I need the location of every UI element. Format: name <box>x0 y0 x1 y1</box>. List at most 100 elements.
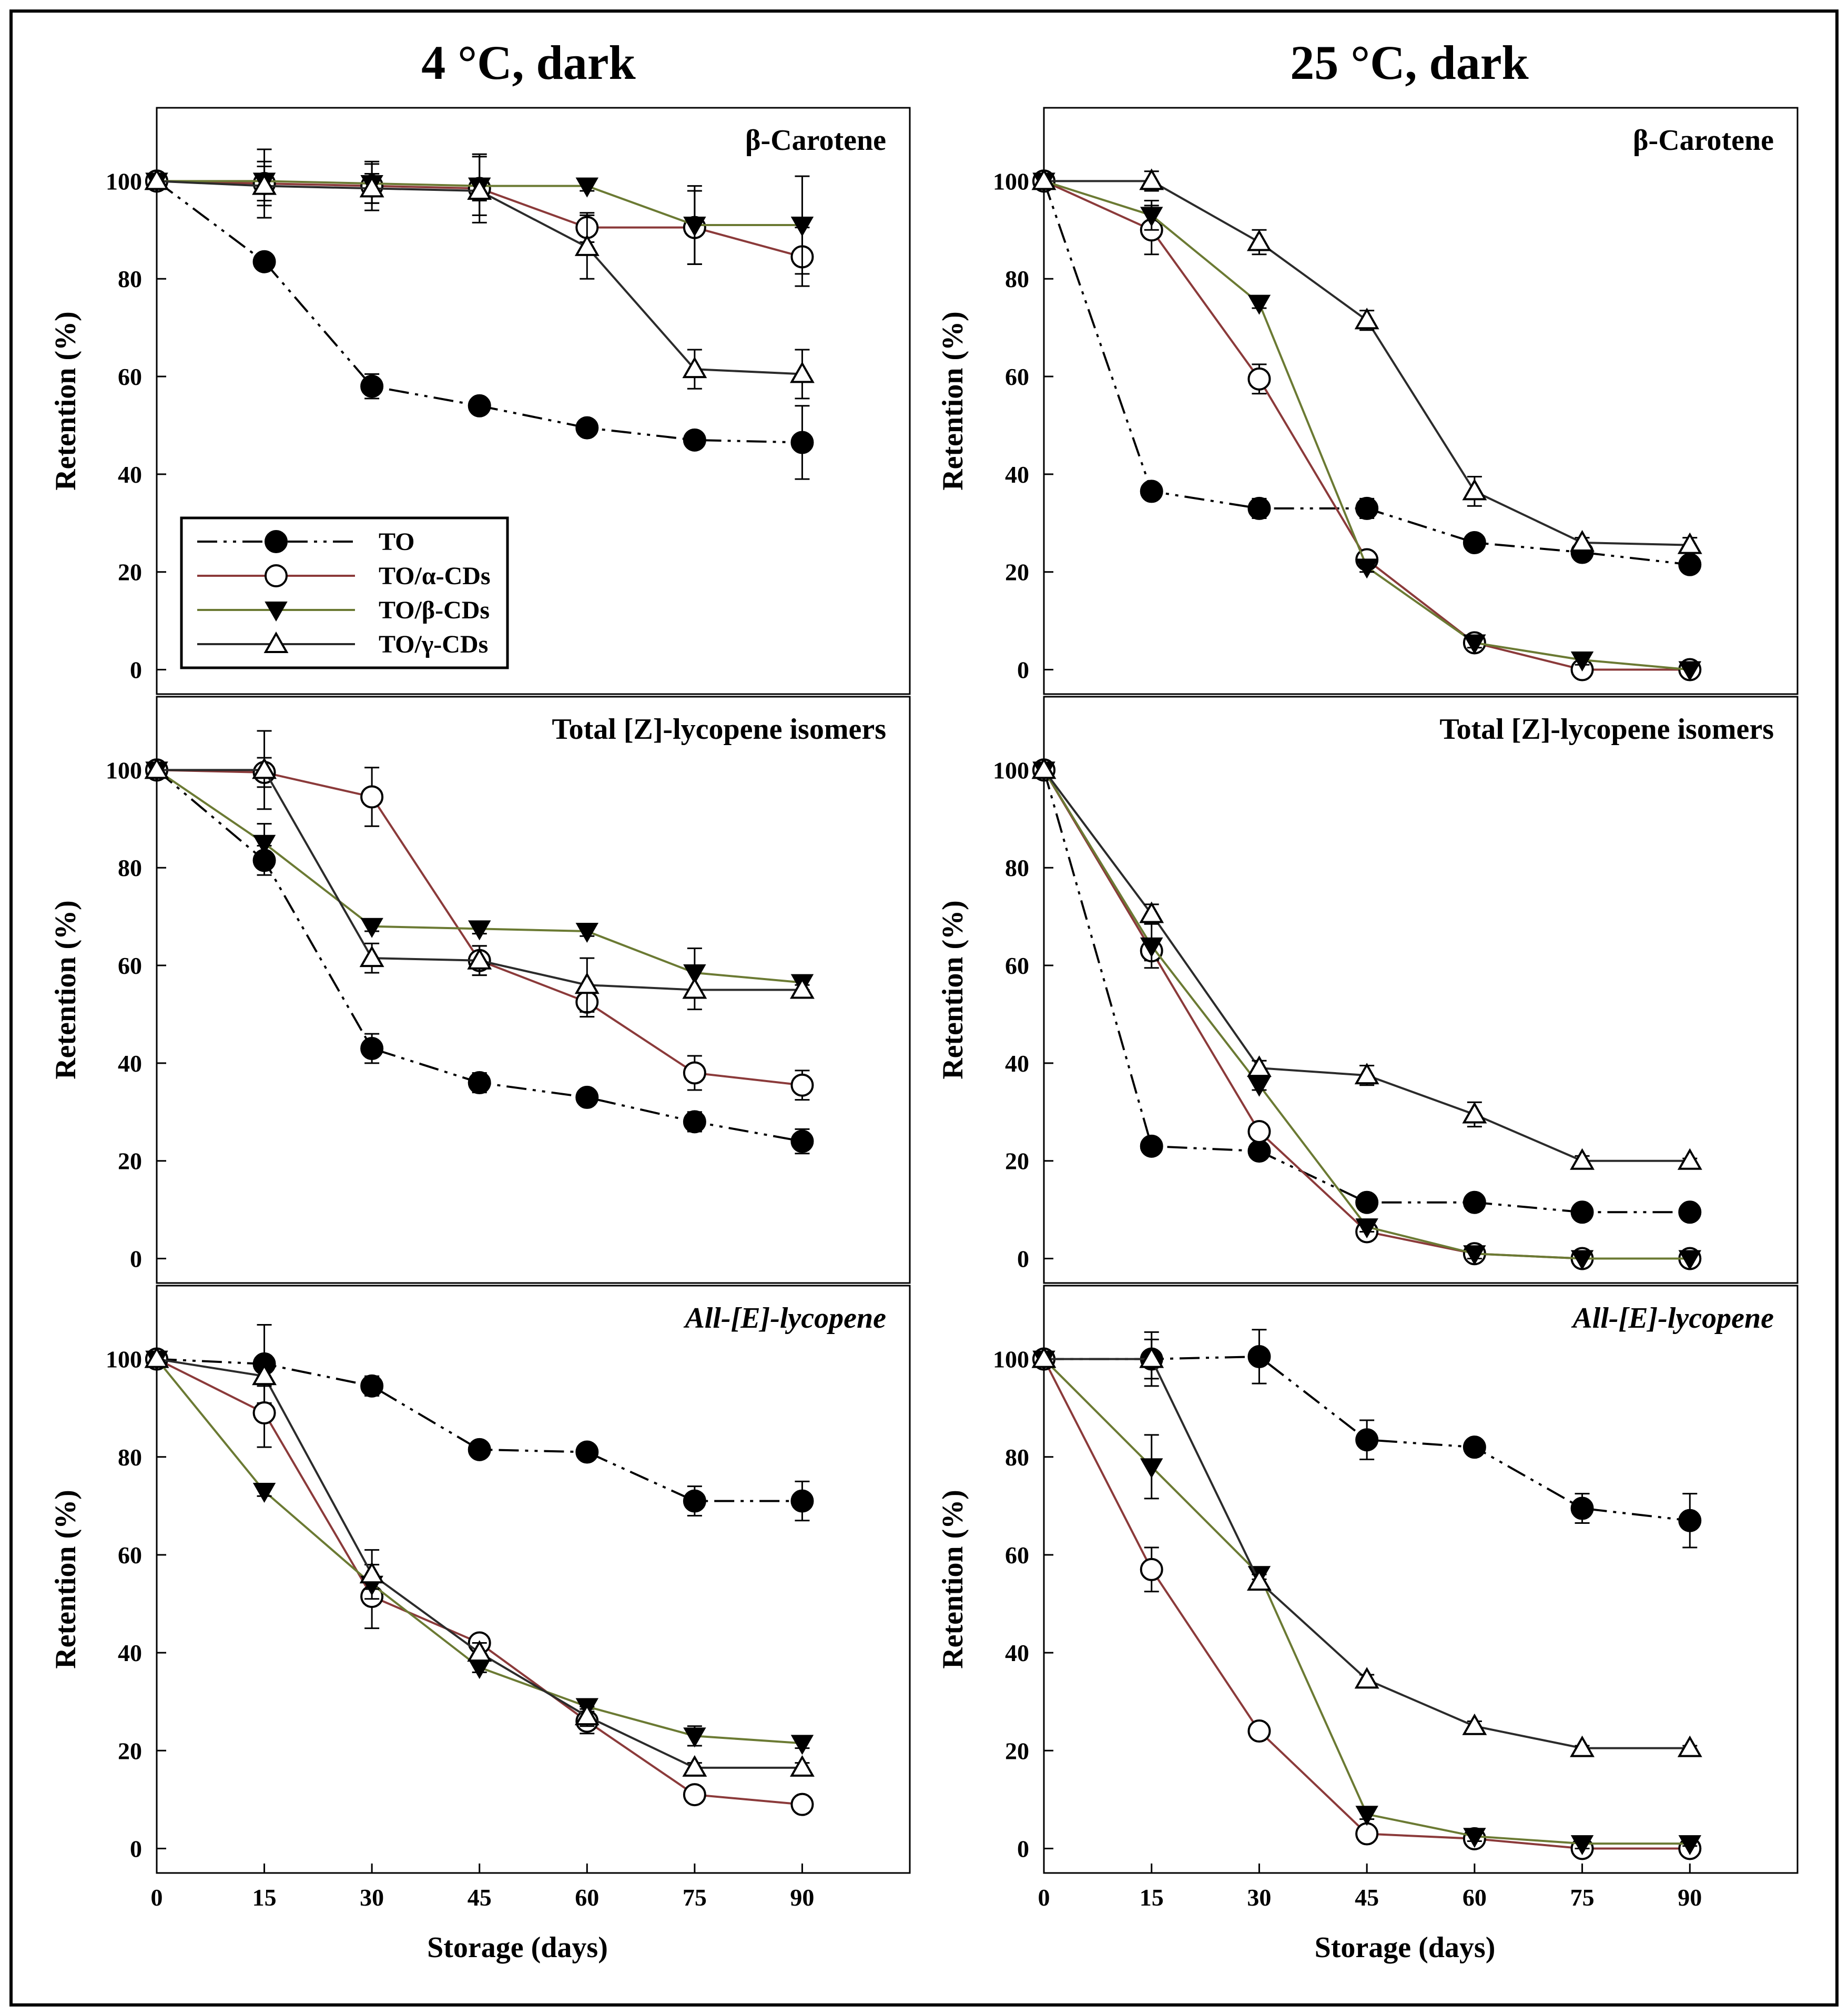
data-point-marker <box>1677 532 1702 554</box>
legend-item-to: TO <box>197 528 414 556</box>
y-tick-label: 80 <box>1005 266 1029 292</box>
series-line <box>1043 769 1690 1260</box>
data-point-marker <box>1463 1245 1486 1266</box>
data-point-marker <box>1247 496 1271 520</box>
data-point-marker <box>359 945 384 968</box>
y-tick-label: 100 <box>993 757 1029 783</box>
y-tick-label: 0 <box>1017 1246 1029 1272</box>
data-point-marker <box>1677 1148 1702 1170</box>
y-tick-label: 0 <box>130 1835 142 1862</box>
data-point-marker <box>574 1704 600 1726</box>
data-point-marker <box>1678 1835 1702 1856</box>
series-line <box>156 1358 803 1769</box>
series-line <box>1043 180 1690 671</box>
series-line <box>156 1358 803 1502</box>
data-point-marker <box>1247 1119 1271 1143</box>
y-tick-label: 20 <box>118 1148 142 1175</box>
legend-marker <box>263 631 289 653</box>
series-line <box>1044 1358 1690 1749</box>
y-tick-label: 80 <box>118 854 142 881</box>
y-tick-label: 80 <box>1005 854 1029 881</box>
y-tick-label: 60 <box>1005 952 1029 979</box>
data-point-marker <box>1677 1735 1702 1757</box>
data-point-marker <box>1463 1828 1486 1848</box>
data-point-marker <box>1031 168 1057 190</box>
data-point-marker <box>252 834 276 855</box>
x-tick-label: 0 <box>1038 1884 1050 1911</box>
panels: β-Carotene 0 20 40 60 80 100 Retention (%) β-Car… <box>49 107 1799 1964</box>
data-point-marker <box>682 977 707 999</box>
data-point-marker <box>1140 207 1163 227</box>
data-point-marker <box>144 757 169 779</box>
data-point-marker <box>683 1489 706 1513</box>
data-point-marker <box>360 918 383 938</box>
y-tick-label: 60 <box>118 1542 142 1569</box>
panel-title: β-Carotene <box>1633 124 1774 157</box>
y-tick-label: 40 <box>118 1640 142 1666</box>
data-point-marker <box>789 361 815 383</box>
data-point-marker <box>575 416 599 440</box>
data-point-marker <box>1140 480 1163 503</box>
data-point-marker <box>468 394 491 418</box>
data-point-marker <box>1463 1435 1486 1459</box>
series-to-cds <box>145 1350 814 1755</box>
y-tick-label: 20 <box>1005 559 1029 586</box>
data-point-marker <box>575 1440 599 1464</box>
data-point-marker <box>252 757 277 779</box>
series-line <box>1043 180 1690 671</box>
data-point-marker <box>1462 1713 1487 1735</box>
column-title-25c: 25 °C, dark <box>1290 36 1529 89</box>
data-point-marker <box>1139 168 1164 190</box>
panel-title: β-Carotene <box>745 124 886 157</box>
panel-r2-c0: All-[E]-lycopene 0 20 40 60 80 100 Retention (%… <box>49 1285 911 1964</box>
y-tick-label: 20 <box>1005 1737 1029 1764</box>
data-point-marker <box>1570 1250 1594 1270</box>
legend-item-to-cds: TO/γ-CDs <box>197 630 488 658</box>
x-tick-label: 75 <box>1570 1884 1595 1911</box>
series-to-cds <box>145 156 814 275</box>
panel-r0-c1: β-Carotene 0 20 40 60 80 100 Retention (%) <box>937 107 1799 695</box>
data-point-marker <box>1139 901 1164 923</box>
data-point-marker <box>252 1363 277 1386</box>
y-tick-label: 0 <box>130 1246 142 1272</box>
data-point-marker <box>1678 1250 1702 1270</box>
series-line <box>1043 769 1690 1162</box>
series-line <box>1043 769 1690 1260</box>
data-point-marker <box>1247 1719 1271 1743</box>
x-tick-label: 90 <box>1678 1884 1702 1911</box>
y-tick-label: 20 <box>118 1737 142 1764</box>
legend-label: TO <box>379 528 414 556</box>
y-tick-label: 0 <box>130 657 142 684</box>
data-point-marker <box>1246 1569 1272 1591</box>
y-tick-label: 60 <box>118 363 142 390</box>
data-point-marker <box>790 431 814 454</box>
data-point-marker <box>1247 294 1271 315</box>
y-tick-label: 100 <box>106 757 142 783</box>
data-point-marker <box>467 1640 492 1662</box>
y-tick-label: 40 <box>118 1050 142 1077</box>
y-axis-label: Retention (%) <box>937 311 969 491</box>
data-point-marker <box>1247 367 1271 391</box>
y-tick-label: 100 <box>106 168 142 195</box>
data-point-marker <box>1246 1055 1272 1077</box>
data-point-marker <box>1463 531 1486 554</box>
data-point-marker <box>1570 651 1594 671</box>
panel-r0-c0: β-Carotene 0 20 40 60 80 100 Retention (%) <box>49 107 911 695</box>
panel-frame <box>156 1285 911 1874</box>
y-tick-label: 80 <box>1005 1444 1029 1471</box>
y-tick-label: 0 <box>1017 657 1029 684</box>
series-to-cds <box>144 730 815 1013</box>
data-point-marker <box>1570 1835 1594 1856</box>
panel-r1-c1: Total [Z]-lycopene isomers 0 20 40 60 80 100 Re… <box>937 696 1799 1284</box>
data-point-marker <box>790 1073 814 1097</box>
data-point-marker <box>1031 757 1057 779</box>
x-tick-label: 90 <box>790 1884 814 1911</box>
series-to-cds <box>1031 168 1702 554</box>
data-point-marker <box>1570 1735 1595 1757</box>
data-point-marker <box>682 357 707 379</box>
y-tick-label: 80 <box>118 1444 142 1471</box>
y-axis-label: Retention (%) <box>937 900 969 1080</box>
data-point-marker <box>1354 308 1379 330</box>
data-point-marker <box>360 1374 384 1398</box>
data-point-marker <box>1678 661 1702 681</box>
